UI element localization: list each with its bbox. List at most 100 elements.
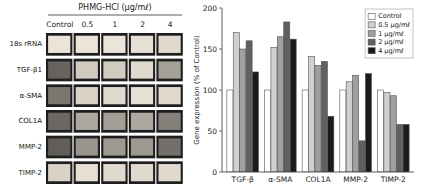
lane xyxy=(101,33,127,56)
row-label: α-SMA xyxy=(20,92,43,100)
lane xyxy=(129,84,155,107)
lane xyxy=(74,59,100,82)
x-tick-label: α-SMA xyxy=(268,175,293,184)
lane xyxy=(74,84,100,107)
band xyxy=(159,164,181,181)
lane xyxy=(74,110,100,133)
column-label: 4 xyxy=(168,20,173,29)
bar xyxy=(384,92,390,172)
band xyxy=(131,87,153,104)
y-tick xyxy=(219,172,222,173)
x-axis-line xyxy=(222,172,414,173)
y-tick xyxy=(219,90,222,91)
bar xyxy=(302,90,308,172)
y-tick-label: 0 xyxy=(212,168,217,177)
bar xyxy=(328,116,334,172)
legend-label: 0.5 μg/mℓ xyxy=(378,21,410,29)
column-label: Control xyxy=(46,20,73,29)
band xyxy=(76,113,98,130)
y-tick-label: 150 xyxy=(203,45,218,54)
lane xyxy=(74,33,100,56)
band xyxy=(103,61,125,78)
band xyxy=(48,61,70,78)
y-tick-label: 100 xyxy=(203,86,218,95)
lane xyxy=(129,161,155,184)
legend-swatch xyxy=(368,22,375,28)
lane xyxy=(74,161,100,184)
legend-swatch xyxy=(368,39,375,45)
legend: Control0.5 μg/mℓ1 μg/mℓ2 μg/mℓ4 μg/mℓ xyxy=(365,9,413,58)
bars xyxy=(227,22,409,172)
lane xyxy=(46,136,72,159)
bar xyxy=(233,33,239,172)
band xyxy=(131,164,153,181)
band xyxy=(76,87,98,104)
bar xyxy=(240,49,246,172)
band xyxy=(103,36,125,53)
bar xyxy=(227,90,233,172)
band xyxy=(48,164,70,181)
bar xyxy=(309,56,315,172)
lane xyxy=(46,161,72,184)
lane xyxy=(46,84,72,107)
lane xyxy=(156,110,182,133)
bar xyxy=(277,37,283,172)
lane xyxy=(46,59,72,82)
legend-swatch xyxy=(368,13,375,19)
lane xyxy=(129,110,155,133)
legend-label: 1 μg/mℓ xyxy=(378,30,404,38)
bar xyxy=(403,124,409,172)
band xyxy=(159,87,181,104)
bar xyxy=(397,124,403,172)
row-label: 18s rRNA xyxy=(9,40,42,48)
column-label: 0.5 xyxy=(81,20,93,29)
band xyxy=(131,61,153,78)
bar xyxy=(315,65,321,172)
y-tick xyxy=(219,8,222,9)
bar xyxy=(284,22,290,172)
band xyxy=(131,113,153,130)
band xyxy=(48,36,70,53)
figure: PHMG-HCl (μg/mℓ)Control0.512418s rRNATGF… xyxy=(0,0,421,190)
band xyxy=(103,113,125,130)
band xyxy=(103,87,125,104)
bar xyxy=(290,39,296,172)
band xyxy=(103,138,125,155)
y-tick xyxy=(219,49,222,50)
bar xyxy=(271,47,277,172)
lane xyxy=(156,59,182,82)
bar-panel: 050100150200TGF-βα-SMACOL1AMMP-2TIMP-2Ge… xyxy=(193,4,414,185)
legend-label: 4 μg/mℓ xyxy=(378,47,404,55)
x-tick-label: COL1A xyxy=(305,175,331,184)
y-tick-label: 200 xyxy=(203,4,218,13)
band xyxy=(76,138,98,155)
band xyxy=(103,164,125,181)
gel-panel: PHMG-HCl (μg/mℓ)Control0.512418s rRNATGF… xyxy=(9,3,182,184)
bracket xyxy=(48,15,182,16)
bar xyxy=(377,90,383,172)
band xyxy=(76,36,98,53)
lane xyxy=(156,84,182,107)
lane xyxy=(101,161,127,184)
x-tick-label: MMP-2 xyxy=(343,175,368,184)
legend-label: Control xyxy=(378,12,402,20)
legend-swatch xyxy=(368,31,375,37)
lane xyxy=(101,110,127,133)
band xyxy=(76,164,98,181)
bar xyxy=(246,41,252,172)
lane xyxy=(46,33,72,56)
lane xyxy=(156,136,182,159)
band xyxy=(159,113,181,130)
band xyxy=(76,61,98,78)
band xyxy=(159,36,181,53)
legend-swatch xyxy=(368,48,375,54)
y-tick-label: 50 xyxy=(207,127,217,136)
lane xyxy=(74,136,100,159)
row-label: COL1A xyxy=(18,117,42,125)
lane xyxy=(129,33,155,56)
bar xyxy=(265,90,271,172)
bar xyxy=(353,75,359,172)
lane xyxy=(46,110,72,133)
band xyxy=(131,36,153,53)
band xyxy=(48,138,70,155)
